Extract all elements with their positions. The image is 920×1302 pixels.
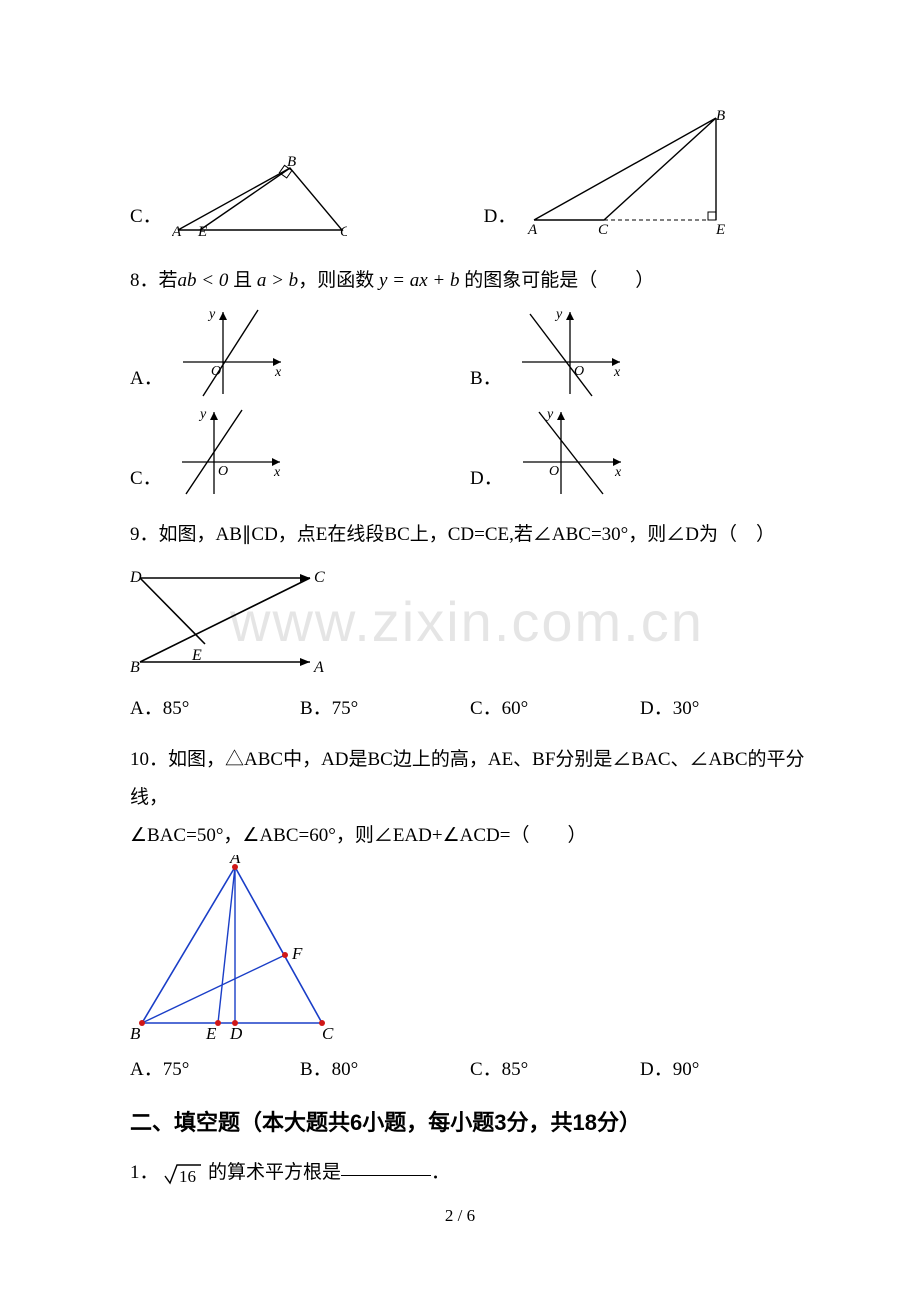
q8-optA-label: A．	[130, 362, 163, 400]
svg-text:E: E	[715, 222, 725, 238]
q8-text: 8．若ab < 0 且 a > b，则函数 y = ax + b 的图象可能是（…	[130, 264, 810, 298]
q7-optC-figure: A B C E	[172, 156, 347, 238]
svg-text:x: x	[614, 465, 622, 480]
q9-text: 9．如图，AB∥CD，点E在线段BC上，CD=CE,若∠ABC=30°，则∠D为…	[130, 518, 810, 552]
q8-cond1: ab < 0	[178, 270, 229, 291]
page-number: 2 / 6	[0, 1201, 920, 1232]
svg-text:O: O	[574, 364, 584, 379]
q8-options: A． O x y B． O x y C．	[130, 304, 810, 504]
q7-optC-label: C．	[130, 200, 162, 238]
svg-text:x: x	[273, 465, 281, 480]
svg-text:F: F	[291, 944, 303, 963]
q8-mid1: 且	[228, 270, 257, 291]
svg-text:y: y	[545, 407, 554, 422]
svg-text:B: B	[716, 110, 725, 124]
svg-text:C: C	[322, 1024, 334, 1043]
svg-text:B: B	[287, 156, 296, 170]
svg-text:y: y	[207, 307, 216, 322]
svg-text:O: O	[211, 364, 221, 379]
q7-optD-label: D．	[484, 200, 517, 238]
svg-text:O: O	[218, 464, 228, 479]
svg-text:B: B	[130, 659, 140, 676]
svg-text:y: y	[198, 407, 207, 422]
q8-suffix: 的图象可能是（ ）	[459, 270, 654, 291]
svg-text:A: A	[172, 224, 182, 238]
svg-text:A: A	[229, 855, 241, 867]
q9-optA: A．85°	[130, 692, 300, 726]
q9-optB: B．75°	[300, 692, 470, 726]
q9-options: A．85° B．75° C．60° D．30°	[130, 692, 810, 726]
q10-optB: B．80°	[300, 1053, 470, 1087]
fill1: 1． 16 的算术平方根是．	[130, 1156, 810, 1190]
fill1-blank	[341, 1175, 431, 1176]
svg-text:E: E	[205, 1024, 217, 1043]
svg-text:C: C	[340, 224, 347, 238]
svg-text:A: A	[313, 659, 324, 676]
svg-text:E: E	[197, 224, 207, 238]
q8-optA-graph: O x y	[173, 304, 293, 400]
svg-text:C: C	[314, 569, 325, 586]
svg-text:y: y	[554, 307, 563, 322]
q8-optD-label: D．	[470, 462, 503, 500]
q8-optC-label: C．	[130, 462, 162, 500]
q10-optC: C．85°	[470, 1053, 640, 1087]
q7-options-row: C． A B C E D． A B C E	[130, 110, 810, 238]
q8-mid2: ，则函数	[298, 270, 379, 291]
svg-text:16: 16	[179, 1167, 196, 1186]
q8-cond2: a > b	[257, 270, 298, 291]
svg-text:O: O	[549, 464, 559, 479]
svg-text:D: D	[130, 569, 142, 586]
svg-text:B: B	[130, 1024, 141, 1043]
q7-optD-figure: A B C E	[526, 110, 736, 238]
q8-optB-label: B．	[470, 362, 502, 400]
q8-optD-graph: O x y	[513, 404, 633, 500]
svg-text:C: C	[598, 222, 609, 238]
svg-text:x: x	[613, 365, 621, 380]
q10-optA: A．75°	[130, 1053, 300, 1087]
section2-header: 二、填空题（本大题共6小题，每小题3分，共18分）	[130, 1103, 810, 1143]
q9-optC: C．60°	[470, 692, 640, 726]
svg-text:E: E	[191, 647, 202, 664]
q10-line2: ∠BAC=50°，∠ABC=60°，则∠EAD+∠ACD=（ ）	[130, 817, 810, 855]
q8-prefix: 8．若	[130, 270, 178, 291]
svg-text:D: D	[229, 1024, 243, 1043]
q9-figure: D C B A E	[130, 562, 350, 682]
svg-text:x: x	[274, 365, 282, 380]
q10-options: A．75° B．80° C．85° D．90°	[130, 1053, 810, 1087]
q10-line1: 10．如图，△ABC中，AD是BC边上的高，AE、BF分别是∠BAC、∠ABC的…	[130, 741, 810, 817]
q9-optD: D．30°	[640, 692, 810, 726]
q10-figure: A B C D E F	[130, 855, 350, 1045]
q8-func: y = ax + b	[379, 270, 460, 291]
fill1-suffix: 的算术平方根是．	[208, 1162, 450, 1183]
q8-optB-graph: O x y	[512, 304, 632, 400]
q10-optD: D．90°	[640, 1053, 810, 1087]
q8-optC-graph: O x y	[172, 404, 292, 500]
sqrt-icon: 16	[163, 1162, 203, 1186]
fill1-prefix: 1．	[130, 1162, 159, 1183]
svg-text:A: A	[527, 222, 538, 238]
q10-text: 10．如图，△ABC中，AD是BC边上的高，AE、BF分别是∠BAC、∠ABC的…	[130, 741, 810, 855]
